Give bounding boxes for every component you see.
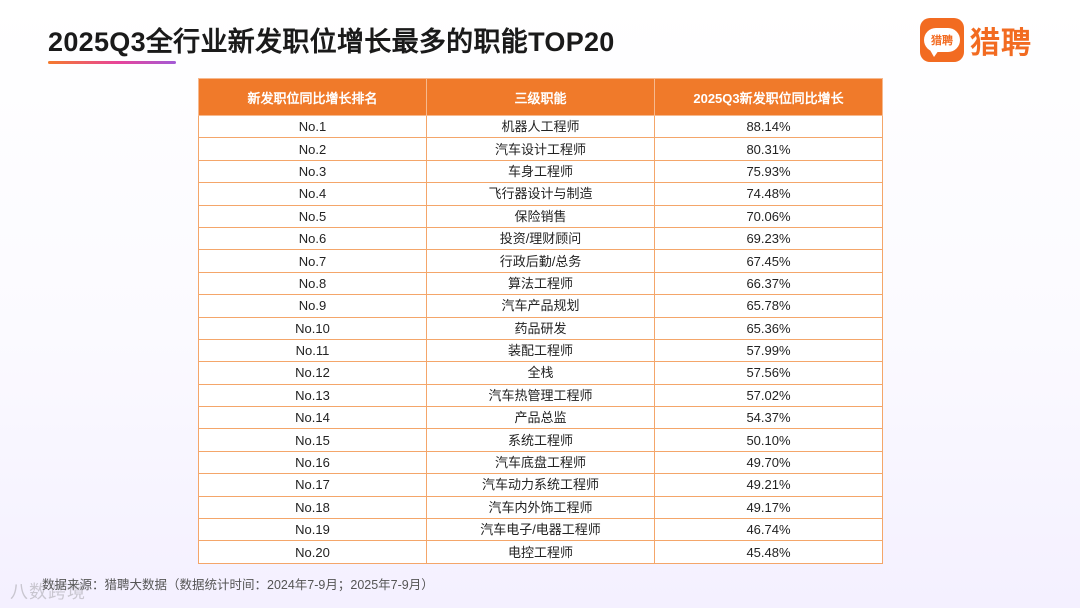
cell-growth: 70.06% [654,204,883,228]
cell-growth: 57.99% [654,338,883,363]
table-row: No.15 系统工程师 50.10% [198,428,883,452]
cell-function: 装配工程师 [426,338,655,363]
cell-growth: 57.56% [654,361,883,385]
table-row: No.12 全栈 57.56% [198,361,883,385]
cell-growth: 69.23% [654,226,883,251]
brand-logo: 猎聘 猎聘 [920,18,1032,62]
cell-rank: No.20 [198,540,427,564]
table-row: No.4 飞行器设计与制造 74.48% [198,182,883,206]
cell-function: 汽车内外饰工程师 [426,495,655,520]
cell-function: 汽车动力系统工程师 [426,473,655,497]
cell-growth: 74.48% [654,182,883,206]
cell-growth: 88.14% [654,114,883,139]
cell-growth: 54.37% [654,406,883,430]
cell-rank: No.13 [198,383,427,408]
cell-function: 全栈 [426,361,655,385]
cell-rank: No.15 [198,428,427,452]
table-row: No.10 药品研发 65.36% [198,316,883,340]
cell-function: 汽车产品规划 [426,294,655,318]
cell-rank: No.3 [198,159,427,184]
table-row: No.13 汽车热管理工程师 57.02% [198,383,883,408]
cell-function: 行政后勤/总务 [426,249,655,273]
cell-rank: No.5 [198,204,427,228]
cell-rank: No.9 [198,294,427,318]
cell-function: 保险销售 [426,204,655,228]
cell-rank: No.8 [198,271,427,296]
cell-rank: No.19 [198,518,427,542]
cell-rank: No.11 [198,338,427,363]
cell-growth: 66.37% [654,271,883,296]
cell-growth: 50.10% [654,428,883,452]
cell-rank: No.17 [198,473,427,497]
logo-brand-text: 猎聘 [970,27,1032,60]
logo-badge-text: 猎聘 [924,28,960,57]
cell-function: 投资/理财顾问 [426,226,655,251]
table-row: No.2 汽车设计工程师 80.31% [198,137,883,161]
cell-rank: No.7 [198,249,427,273]
cell-rank: No.12 [198,361,427,385]
table-row: No.8 算法工程师 66.37% [198,271,883,296]
cell-growth: 65.78% [654,294,883,318]
cell-function: 算法工程师 [426,271,655,296]
table-row: No.14 产品总监 54.37% [198,406,883,430]
cell-growth: 80.31% [654,137,883,161]
header-rank: 新发职位同比增长排名 [198,78,427,116]
page-title: 2025Q3全行业新发职位增长最多的职能TOP20 [48,27,615,57]
cell-function: 汽车设计工程师 [426,137,655,161]
watermark: 八数跨境 [10,582,86,602]
cell-rank: No.10 [198,316,427,340]
cell-growth: 75.93% [654,159,883,184]
table-row: No.9 汽车产品规划 65.78% [198,294,883,318]
table-row: No.20 电控工程师 45.48% [198,540,883,564]
cell-rank: No.14 [198,406,427,430]
cell-function: 系统工程师 [426,428,655,452]
title-underline [48,61,176,64]
table-row: No.18 汽车内外饰工程师 49.17% [198,495,883,520]
ranking-table: 新发职位同比增长排名 三级职能 2025Q3新发职位同比增长 No.1 机器人工程… [198,78,883,564]
cell-growth: 46.74% [654,518,883,542]
cell-growth: 49.21% [654,473,883,497]
cell-growth: 57.02% [654,383,883,408]
table-row: No.3 车身工程师 75.93% [198,159,883,184]
cell-function: 药品研发 [426,316,655,340]
table-body: No.1 机器人工程师 88.14% No.2 汽车设计工程师 80.31% No.3 车身工… [198,114,883,564]
cell-rank: No.1 [198,114,427,139]
cell-growth: 49.17% [654,495,883,520]
cell-rank: No.4 [198,182,427,206]
cell-growth: 65.36% [654,316,883,340]
cell-function: 产品总监 [426,406,655,430]
header-function: 三级职能 [426,78,655,116]
cell-rank: No.6 [198,226,427,251]
cell-rank: No.18 [198,495,427,520]
cell-growth: 49.70% [654,450,883,475]
table-row: No.11 装配工程师 57.99% [198,338,883,363]
cell-rank: No.16 [198,450,427,475]
data-source-note: 数据来源：猎聘大数据（数据统计时间：2024年7-9月；2025年7-9月） [42,578,434,592]
cell-function: 机器人工程师 [426,114,655,139]
ranking-table-container: 新发职位同比增长排名 三级职能 2025Q3新发职位同比增长 No.1 机器人工程… [198,78,883,564]
cell-rank: No.2 [198,137,427,161]
logo-badge-icon: 猎聘 [920,18,964,62]
header-growth: 2025Q3新发职位同比增长 [654,78,883,116]
cell-function: 汽车底盘工程师 [426,450,655,475]
cell-function: 电控工程师 [426,540,655,564]
table-header-row: 新发职位同比增长排名 三级职能 2025Q3新发职位同比增长 [198,78,883,116]
cell-growth: 67.45% [654,249,883,273]
table-row: No.1 机器人工程师 88.14% [198,114,883,139]
table-row: No.5 保险销售 70.06% [198,204,883,228]
cell-function: 汽车电子/电器工程师 [426,518,655,542]
cell-function: 汽车热管理工程师 [426,383,655,408]
table-row: No.19 汽车电子/电器工程师 46.74% [198,518,883,542]
table-row: No.7 行政后勤/总务 67.45% [198,249,883,273]
table-row: No.17 汽车动力系统工程师 49.21% [198,473,883,497]
cell-function: 车身工程师 [426,159,655,184]
cell-growth: 45.48% [654,540,883,564]
cell-function: 飞行器设计与制造 [426,182,655,206]
table-row: No.6 投资/理财顾问 69.23% [198,226,883,251]
table-row: No.16 汽车底盘工程师 49.70% [198,450,883,475]
